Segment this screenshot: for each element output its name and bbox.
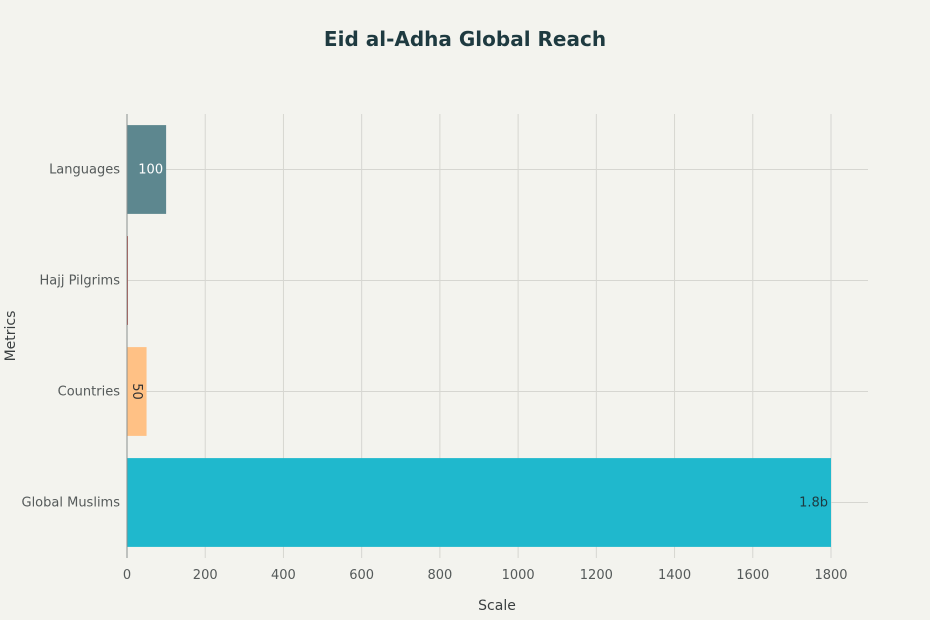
y-axis-label: Metrics [3, 311, 19, 362]
y-axis-ticks: Global Muslims Countries Hajj Pilgrims Lang… [22, 163, 121, 511]
x-tick-label: 600 [349, 568, 374, 583]
y-tick-label: Hajj Pilgrims [39, 274, 120, 289]
y-tick-label: Countries [58, 385, 121, 400]
y-tick-label: Languages [49, 163, 120, 178]
x-tick-label: 1000 [502, 568, 535, 583]
data-labels: 1.8b 50 100 [129, 163, 828, 511]
x-axis-ticks: 0 200 400 600 800 1000 1200 1400 1600 1800 [123, 568, 848, 583]
x-tick-label: 1800 [814, 568, 847, 583]
chart-title: Eid al-Adha Global Reach [324, 27, 606, 51]
x-axis-label: Scale [478, 598, 516, 614]
x-tick-label: 1400 [658, 568, 691, 583]
bars [127, 125, 831, 547]
data-label: 50 [129, 383, 144, 400]
y-tick-label: Global Muslims [22, 496, 121, 511]
bar-global-muslims [127, 458, 831, 547]
data-label: 1.8b [799, 496, 828, 511]
bar-countries [127, 347, 147, 436]
x-tick-label: 200 [193, 568, 218, 583]
bar-languages [127, 125, 167, 214]
x-tick-label: 0 [123, 568, 131, 583]
x-tick-label: 1200 [580, 568, 613, 583]
x-tick-label: 400 [271, 568, 296, 583]
data-label: 100 [138, 163, 163, 178]
x-tick-label: 800 [427, 568, 452, 583]
x-tick-label: 1600 [736, 568, 769, 583]
